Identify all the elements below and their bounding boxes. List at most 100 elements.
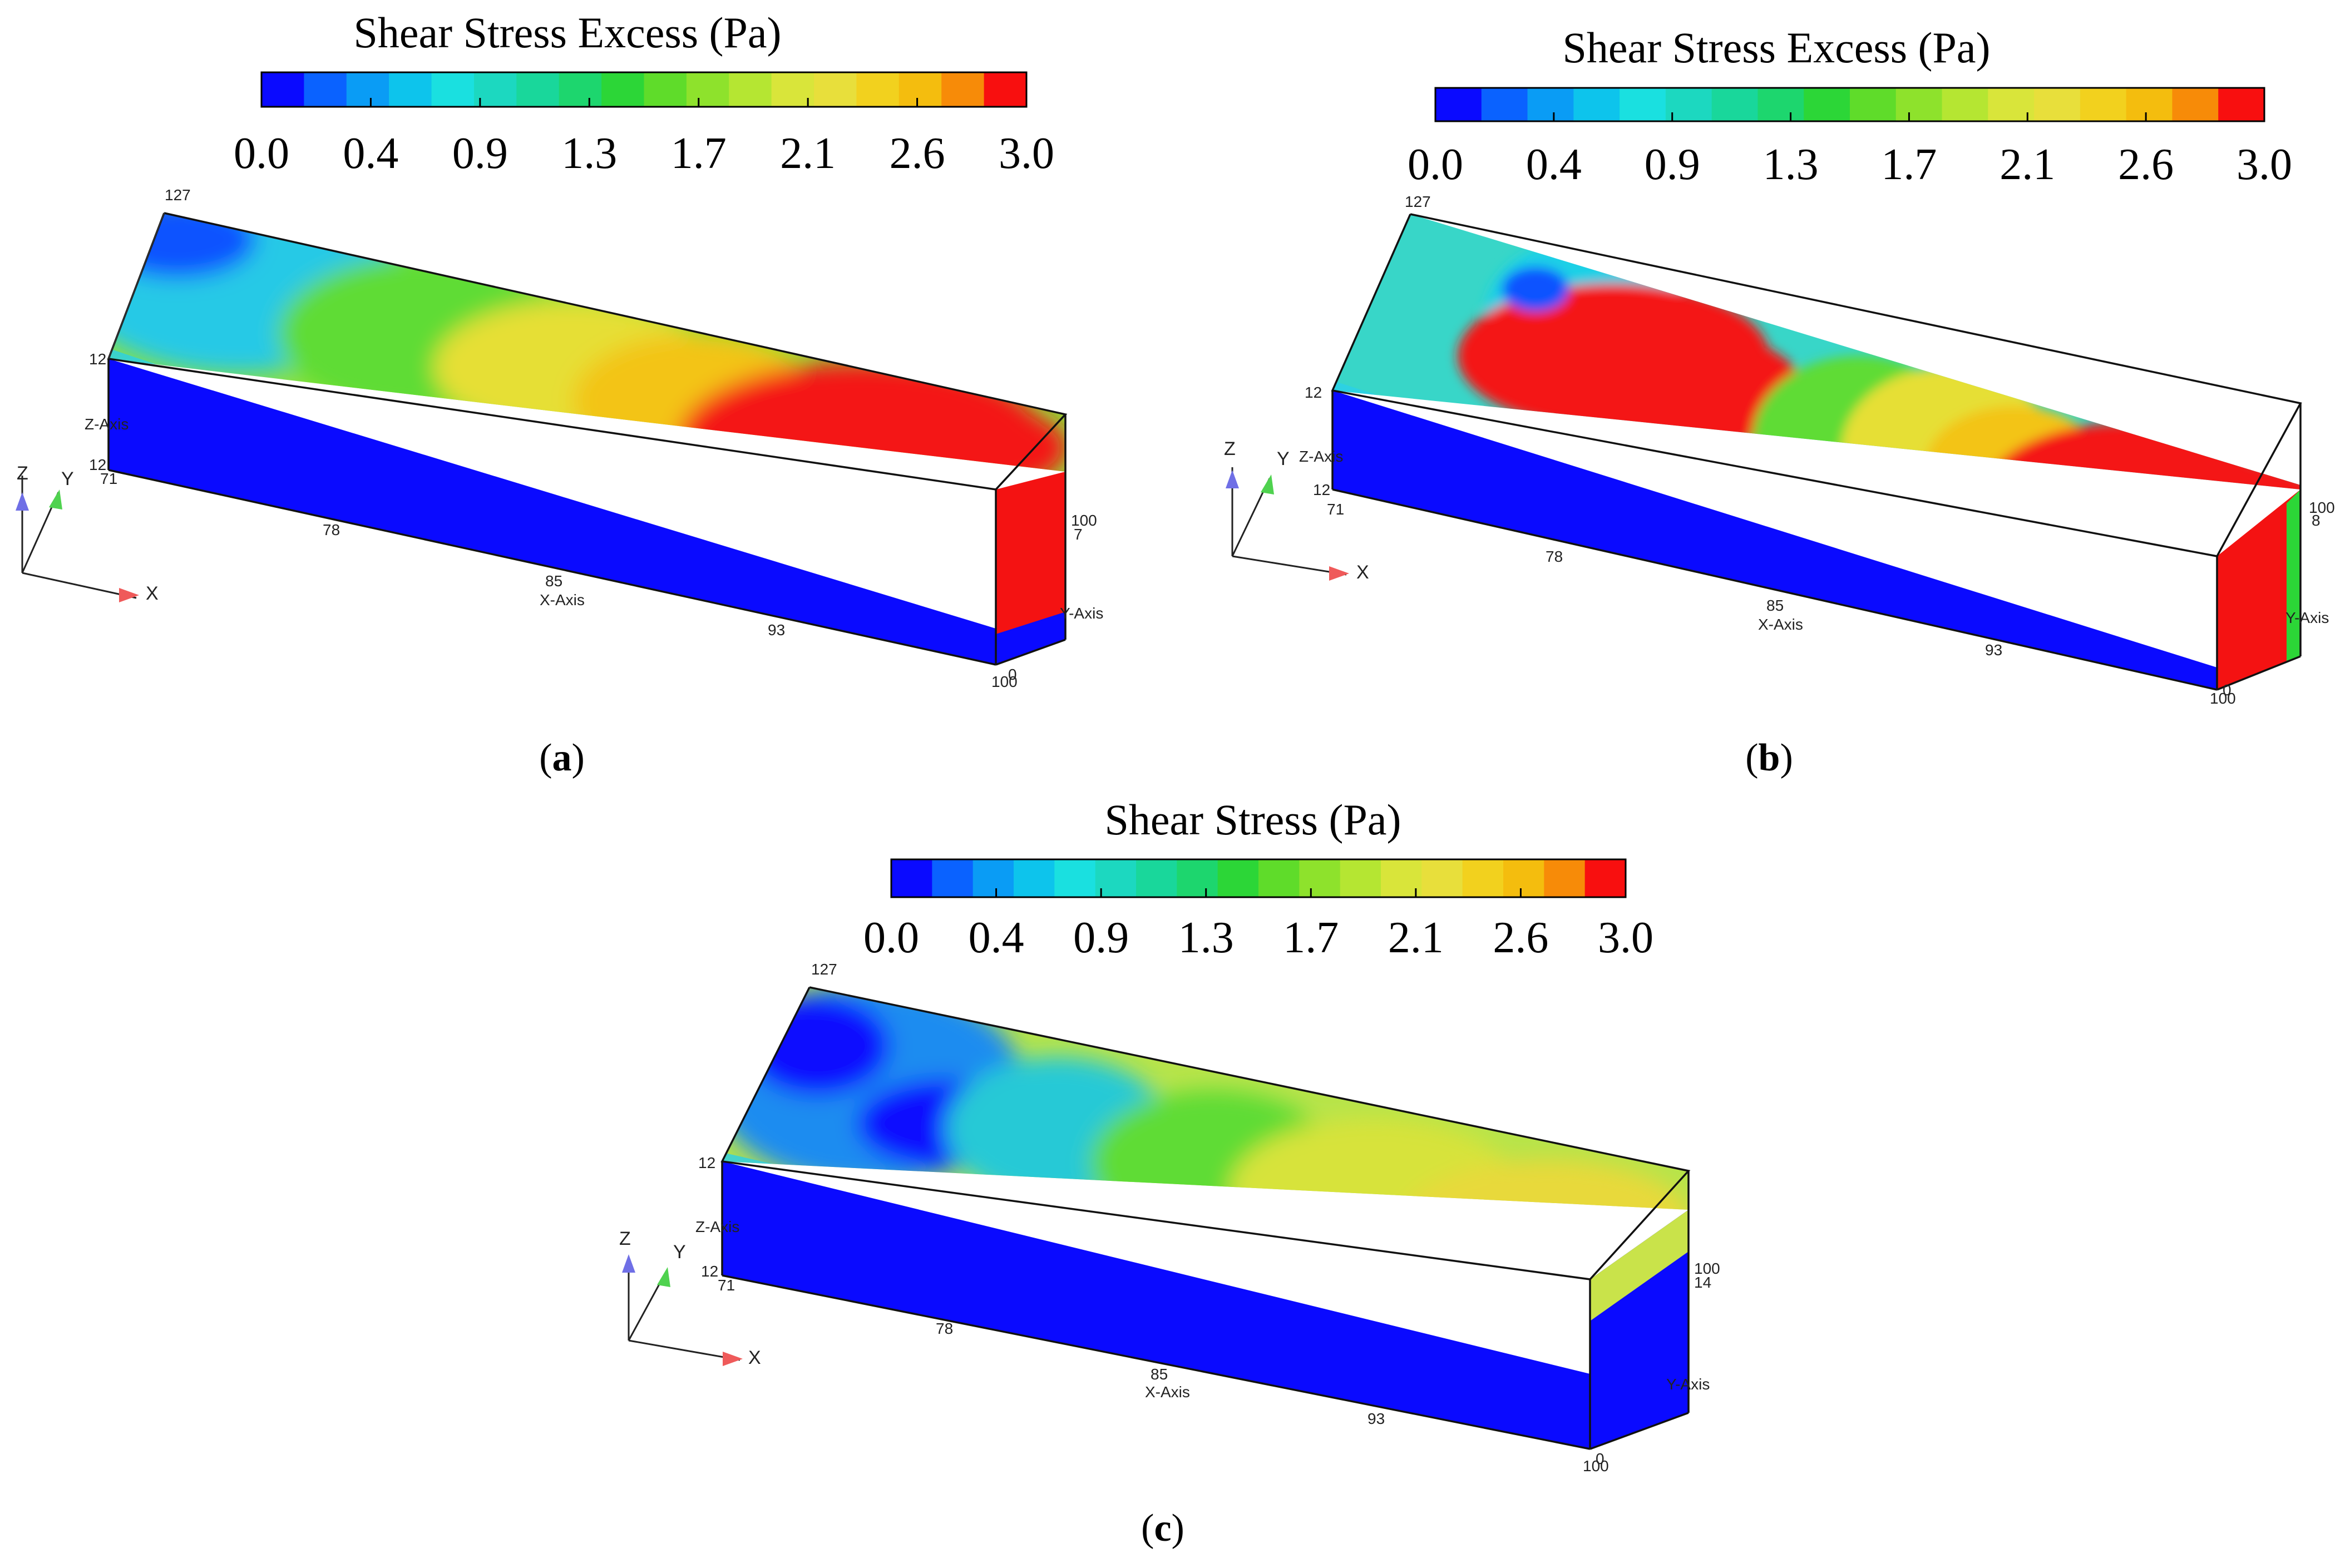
colorbar-tick-label: 0.0 (1408, 140, 1463, 189)
x-tick-71-b: 71 (1327, 501, 1344, 518)
axis-labels-a: 127 12 Z-Axis 12 71 78 85 X-Axis 93 100 … (85, 186, 1103, 690)
blue-side-wall-c (722, 1161, 1590, 1449)
colorbar-swatch (1503, 859, 1544, 897)
colorbar-tick-label: 0.4 (969, 913, 1024, 962)
colorbar-swatch (898, 72, 942, 107)
x-tick-100-a: 100 (991, 673, 1018, 690)
colorbar-swatch (1620, 88, 1666, 121)
triad-x-label-b: X (1356, 562, 1369, 583)
x-tick-100-b: 100 (2210, 690, 2236, 707)
x-tick-85-a: 85 (545, 572, 562, 590)
z-arrow-icon-a (16, 492, 29, 511)
y-axis-title-a: Y-Axis (1060, 605, 1103, 622)
colorbar-swatch (984, 72, 1027, 107)
render-3d-a: 127 12 Z-Axis 12 71 78 85 X-Axis 93 100 … (16, 186, 1103, 690)
y-tick-top-b: 8 (2312, 512, 2321, 529)
colorbar-swatch (261, 72, 304, 107)
caption-c: (c) (1141, 1507, 1184, 1550)
colorbar-swatch (1299, 859, 1341, 897)
y-arrow-icon-b (1261, 474, 1274, 494)
z-tick-mid-b: 12 (1305, 384, 1322, 401)
axes-triad-b: Z Y X (1224, 438, 1369, 583)
colorbar-swatch (1665, 88, 1712, 121)
colorbar-swatch (1895, 88, 1943, 121)
y-tick-zero-a: 0 (1008, 666, 1017, 683)
colorbar-tick-label: 1.3 (561, 129, 617, 178)
caption-a: (a) (539, 736, 585, 779)
colorbar-frame (890, 858, 1627, 898)
triad-y-label-a: Y (61, 468, 74, 489)
y-tick-top-c: 14 (1694, 1274, 1711, 1291)
bounding-box-b (1331, 213, 2302, 691)
colorbar-tick-label: 1.3 (1178, 913, 1234, 962)
colorbar-swatch (1095, 859, 1137, 897)
colorbar-swatch (729, 72, 772, 107)
axis-labels-b: 127 12 Z-Axis 12 71 78 85 X-Axis 93 100 … (1299, 193, 2335, 707)
colorbar-swatch (304, 72, 347, 107)
z-axis-title-a: Z-Axis (85, 416, 129, 433)
colorbar-tick-label: 2.6 (1493, 913, 1548, 962)
end-face-green-b (2287, 489, 2300, 662)
colorbar-swatch (644, 72, 687, 107)
colorbar-swatch (1711, 88, 1759, 121)
end-face-blue-a (996, 612, 1065, 665)
z-tick-mid-c: 12 (698, 1154, 715, 1171)
colorbar-swatch (932, 859, 974, 897)
x-tick-78-a: 78 (323, 521, 340, 538)
colorbar-c: Shear Stress (Pa) 0.0 0.4 0.9 1.3 1.7 2.1 2.6 3… (863, 795, 1653, 962)
x-tick-78-b: 78 (1546, 548, 1563, 565)
colorbar-tick-label: 1.7 (671, 129, 727, 178)
z-tick-low-a: 12 (89, 456, 106, 473)
colorbar-swatch (559, 72, 602, 107)
colorbar-tick-label: 1.7 (1881, 140, 1937, 189)
colorbar-strip-a (260, 71, 1028, 108)
colorbar-tick-label: 2.1 (780, 129, 836, 178)
x-arrow-icon-b (1329, 566, 1349, 581)
z-axis-title-b: Z-Axis (1299, 448, 1343, 465)
y-end-label-a: 100 (1071, 512, 1097, 529)
z-tick-low-c: 12 (701, 1263, 718, 1280)
colorbar-b: Shear Stress Excess (Pa) 0.0 0.4 0.9 1.3 1.7… (1408, 23, 2292, 189)
colorbar-swatch (1544, 859, 1586, 897)
colorbar-frame (260, 71, 1028, 108)
end-face-a (996, 472, 1065, 665)
panel-b: Shear Stress Excess (Pa) 0.0 0.4 0.9 1.3 1.7… (1224, 23, 2335, 779)
x-tick-93-c: 93 (1367, 1410, 1385, 1427)
x-tick-78-c: 78 (936, 1320, 953, 1337)
colorbar-swatch (1014, 859, 1055, 897)
colorbar-tick-label: 1.3 (1763, 140, 1819, 189)
colorbar-tick-label: 1.7 (1283, 913, 1339, 962)
colorbar-tick-label: 3.0 (2237, 140, 2292, 189)
z-tick-top-c: 127 (811, 961, 837, 978)
colorbar-swatch (1527, 88, 1574, 121)
triad-z-label-c: Z (619, 1228, 631, 1249)
colorbar-tick-label: 2.1 (2000, 140, 2055, 189)
colorbar-swatch (2080, 88, 2127, 121)
colorbar-swatch (1462, 859, 1504, 897)
colorbar-swatch (431, 72, 475, 107)
colorbar-swatch (891, 859, 932, 897)
colorbar-tick-label: 3.0 (1598, 913, 1653, 962)
colorbar-tick-label: 0.4 (1526, 140, 1582, 189)
z-tick-top-b: 127 (1405, 193, 1431, 210)
triad-z-label-b: Z (1224, 438, 1236, 459)
colorbar-swatch (1258, 859, 1300, 897)
colorbar-ticks-c: 0.0 0.4 0.9 1.3 1.7 2.1 2.6 3.0 (863, 888, 1653, 962)
render-3d-c: 127 12 Z-Axis 12 71 78 85 X-Axis 93 100 … (619, 961, 1720, 1475)
colorbar-swatch (1804, 88, 1850, 121)
z-tick-low-b: 12 (1313, 481, 1330, 498)
colorbar-swatch (1435, 88, 1482, 121)
panel-a: Shear Stress Excess (Pa) 0.0 0.4 0.9 1.3 1.7… (16, 8, 1103, 779)
colorbar-swatch (856, 72, 900, 107)
z-arrow-icon-c (622, 1254, 635, 1273)
colorbar-swatch (972, 859, 1014, 897)
z-axis-title-c: Z-Axis (695, 1218, 739, 1235)
triad-x-label-a: X (146, 583, 159, 604)
triad-y-label-b: Y (1277, 448, 1290, 469)
colorbar-tick-label: 0.4 (343, 129, 398, 178)
axis-labels-c: 127 12 Z-Axis 12 71 78 85 X-Axis 93 100 … (695, 961, 1720, 1475)
triad-y-label-c: Y (673, 1241, 686, 1263)
end-face-b (2217, 489, 2300, 690)
x-tick-85-b: 85 (1766, 597, 1784, 614)
colorbar-tick-label: 0.0 (863, 913, 919, 962)
